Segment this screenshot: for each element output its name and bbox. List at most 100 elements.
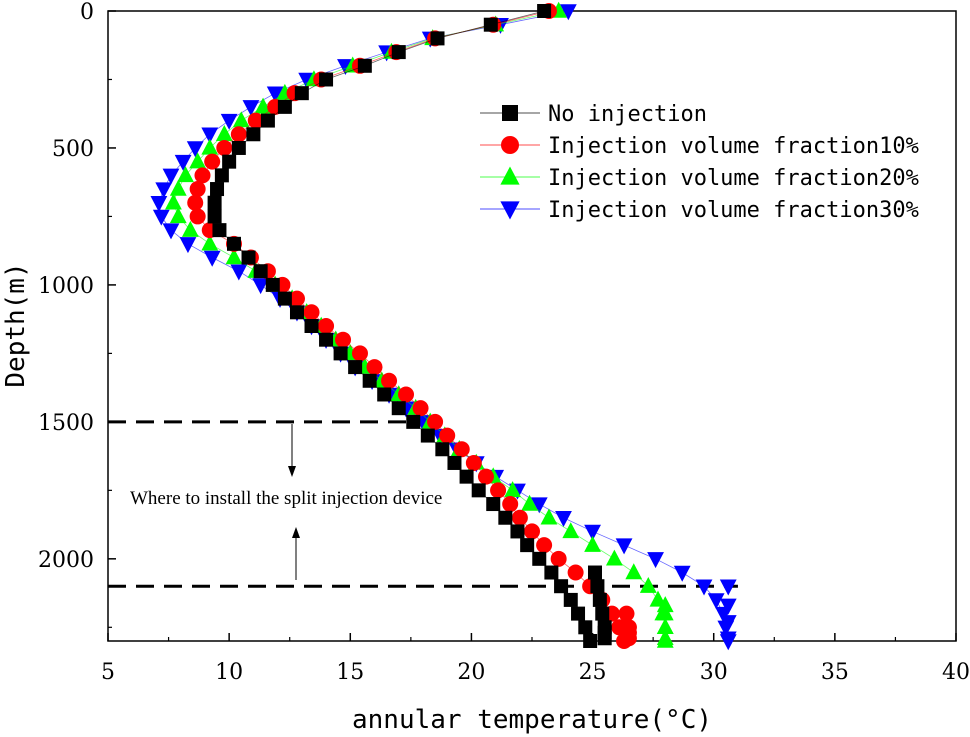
- data-point: [357, 58, 372, 73]
- data-point: [595, 606, 610, 621]
- data-point: [540, 508, 558, 525]
- data-point: [214, 168, 229, 183]
- data-point: [201, 234, 219, 251]
- x-tick-label: 35: [821, 660, 849, 685]
- data-point: [511, 509, 528, 526]
- data-point: [222, 154, 237, 169]
- data-point: [391, 45, 406, 60]
- data-point: [447, 455, 462, 470]
- x-tick-label: 15: [336, 660, 364, 685]
- data-point: [559, 4, 577, 21]
- data-point: [465, 454, 482, 471]
- data-point: [150, 196, 168, 212]
- data-point: [587, 565, 602, 580]
- data-point: [592, 592, 607, 607]
- data-point: [647, 552, 664, 569]
- data-point: [398, 386, 415, 403]
- data-point: [333, 346, 348, 361]
- data-point: [536, 537, 553, 554]
- data-point: [719, 598, 737, 615]
- data-point: [510, 524, 525, 539]
- data-point: [319, 332, 334, 347]
- y-tick-label: 2000: [38, 548, 94, 573]
- data-point: [204, 153, 221, 170]
- data-point: [348, 360, 363, 375]
- data-point: [381, 372, 398, 389]
- data-point: [391, 401, 406, 416]
- data-point: [537, 4, 552, 18]
- data-point: [241, 250, 256, 265]
- data-point: [318, 318, 335, 334]
- data-point: [439, 427, 456, 444]
- legend-label: Injection volume fraction30%: [548, 198, 919, 223]
- data-point: [194, 167, 211, 184]
- data-point: [277, 291, 292, 306]
- data-point: [502, 496, 519, 513]
- data-point: [201, 127, 219, 144]
- data-point: [584, 524, 601, 541]
- device-annotation-label: Where to install the split injection dev…: [130, 488, 442, 509]
- data-point: [201, 138, 219, 155]
- data-point: [578, 620, 593, 635]
- data-point: [427, 413, 444, 430]
- data-point: [605, 549, 623, 566]
- data-point: [246, 127, 261, 142]
- series-circle: [187, 3, 637, 649]
- data-point: [319, 72, 334, 87]
- data-point: [532, 551, 547, 566]
- data-point: [169, 179, 187, 196]
- x-axis-title: annular temperature(°C): [352, 705, 712, 735]
- x-tick-label: 25: [579, 660, 607, 685]
- data-point: [618, 605, 635, 622]
- data-point: [162, 223, 180, 240]
- legend-marker: [502, 105, 518, 121]
- data-point: [524, 523, 540, 540]
- data-point: [335, 331, 352, 348]
- data-point: [242, 100, 260, 117]
- data-point: [265, 277, 280, 292]
- data-point: [351, 345, 368, 362]
- data-point: [583, 634, 598, 648]
- series-triangle-up: [165, 1, 674, 648]
- data-point: [216, 139, 233, 156]
- data-point: [477, 468, 494, 485]
- data-point: [207, 195, 222, 210]
- data-point: [247, 112, 264, 129]
- y-tick-label: 500: [52, 137, 94, 162]
- data-point: [530, 497, 548, 514]
- data-point: [155, 182, 173, 199]
- data-point: [412, 400, 429, 417]
- data-point: [277, 99, 292, 114]
- data-point: [719, 579, 737, 596]
- x-tick-label: 40: [942, 660, 970, 685]
- data-point: [189, 208, 206, 225]
- data-point: [656, 629, 674, 645]
- data-point: [625, 563, 643, 580]
- data-point: [656, 604, 674, 621]
- data-point: [490, 482, 507, 499]
- data-point: [362, 373, 377, 388]
- data-point: [165, 193, 182, 210]
- down-arrow-head: [288, 466, 296, 477]
- data-point: [555, 511, 572, 527]
- data-point: [252, 278, 270, 295]
- data-point: [550, 550, 567, 567]
- y-tick-label: 0: [80, 0, 94, 25]
- x-tick-label: 5: [101, 660, 115, 685]
- up-arrow-head: [292, 527, 300, 538]
- data-point: [288, 290, 305, 307]
- data-point: [377, 387, 392, 402]
- data-point: [673, 565, 691, 582]
- data-point: [453, 441, 470, 458]
- legend: No injection Injection volume fraction10%…: [480, 102, 919, 223]
- data-point: [162, 168, 180, 185]
- data-point: [260, 113, 275, 128]
- data-point: [504, 481, 522, 498]
- x-tick-label: 30: [700, 660, 728, 685]
- data-point: [215, 125, 233, 141]
- data-point: [186, 141, 204, 158]
- data-point: [174, 154, 192, 171]
- data-point: [486, 497, 501, 512]
- data-point: [226, 236, 241, 251]
- data-point: [597, 631, 612, 646]
